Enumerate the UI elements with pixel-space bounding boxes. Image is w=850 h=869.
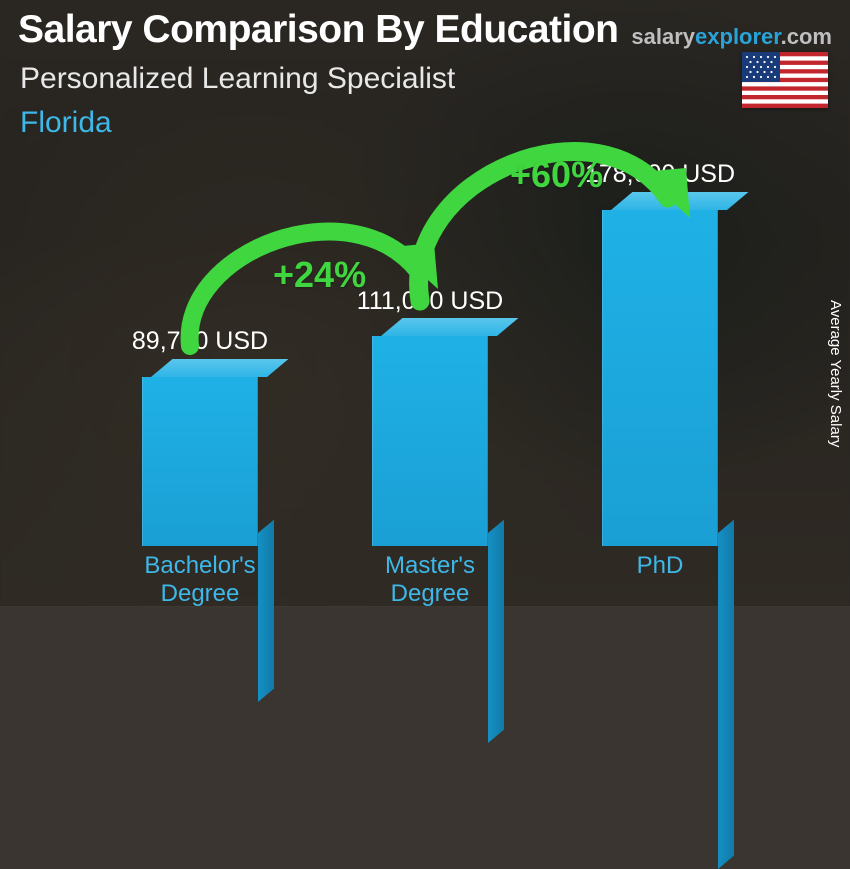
page-title: Salary Comparison By Education (18, 8, 619, 52)
bar-label: Bachelor'sDegree (100, 552, 300, 607)
brand-part1: salary (631, 24, 695, 49)
bar-chart: 89,700 USD Bachelor'sDegree 111,000 USD … (50, 126, 810, 546)
bar-side (258, 520, 274, 702)
us-flag-icon (742, 52, 828, 108)
bar-label: PhD (560, 552, 760, 580)
brand-part3: .com (781, 24, 832, 49)
bar-label: Master'sDegree (330, 552, 530, 607)
job-title: Personalized Learning Specialist (20, 62, 455, 96)
brand-part2: explorer (695, 24, 781, 49)
increase-pct-1: +24% (273, 254, 366, 296)
bar-front (142, 377, 258, 546)
increase-pct-2: +60% (510, 154, 603, 196)
brand-logo: salaryexplorer.com (631, 24, 832, 50)
y-axis-label: Average Yearly Salary (827, 300, 844, 447)
content-layer: Salary Comparison By Education Personali… (0, 0, 850, 606)
